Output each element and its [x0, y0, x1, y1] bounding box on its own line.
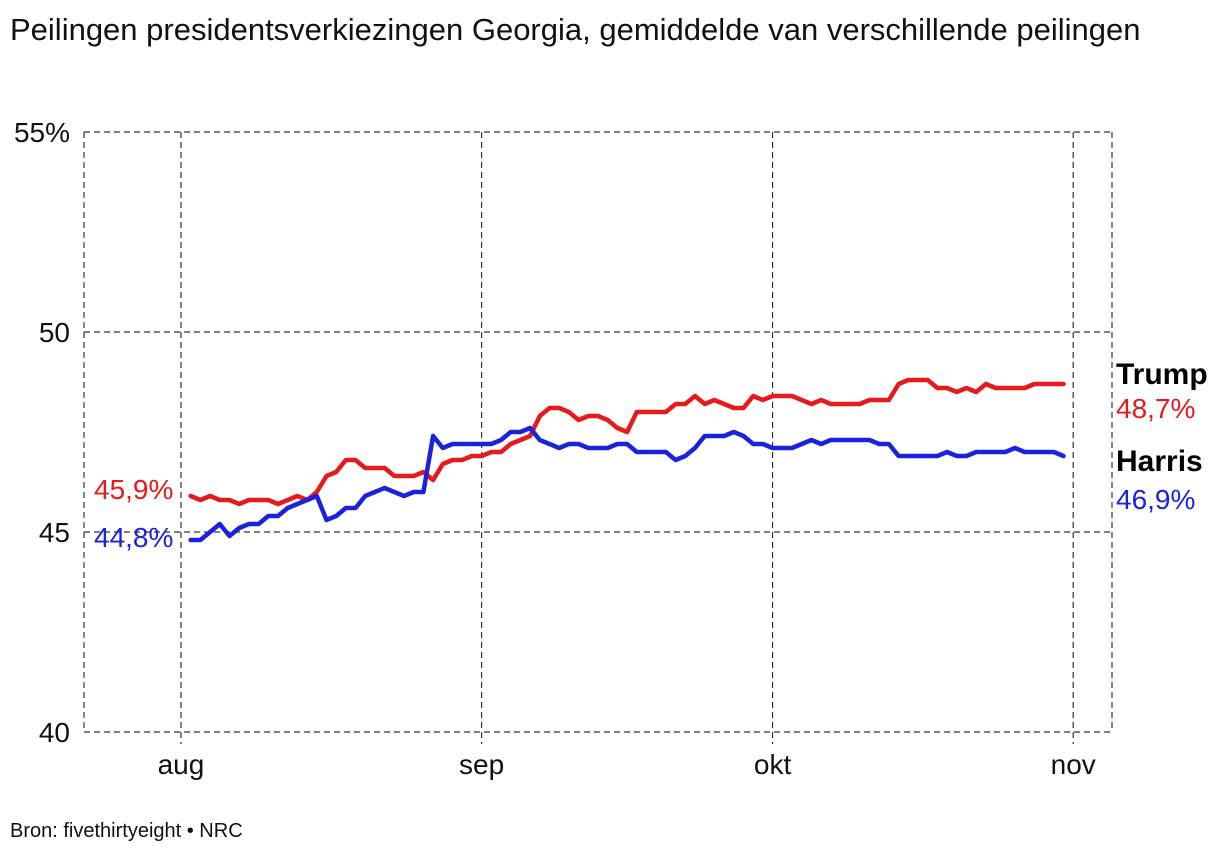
end-value-harris: 46,9% [1116, 484, 1195, 515]
x-tick-label: sep [459, 749, 504, 780]
start-value-harris: 44,8% [94, 522, 173, 553]
series-name-trump: Trump [1116, 358, 1208, 391]
x-axis-ticks: aug sep okt nov [158, 749, 1096, 780]
series-line-harris [188, 425, 1066, 543]
x-tick-label: aug [158, 749, 205, 780]
source-credit: Bron: fivethirtyeight • NRC [10, 820, 243, 842]
gridlines [83, 131, 1113, 744]
series-lines [188, 377, 1066, 543]
y-axis-ticks: 55% 50 45 40 [14, 117, 70, 748]
end-value-trump: 48,7% [1116, 393, 1195, 424]
y-tick-label: 45 [39, 517, 70, 548]
page-title: Peilingen presidentsverkiezingen Georgia… [10, 12, 1141, 47]
start-value-trump: 45,9% [94, 474, 173, 505]
y-tick-label: 40 [39, 717, 70, 748]
x-tick-label: nov [1051, 749, 1096, 780]
series-name-harris: Harris [1116, 445, 1203, 478]
series-line-trump [188, 377, 1066, 507]
y-tick-label: 50 [39, 317, 70, 348]
y-tick-label: 55% [14, 117, 70, 148]
x-tick-label: okt [754, 749, 792, 780]
